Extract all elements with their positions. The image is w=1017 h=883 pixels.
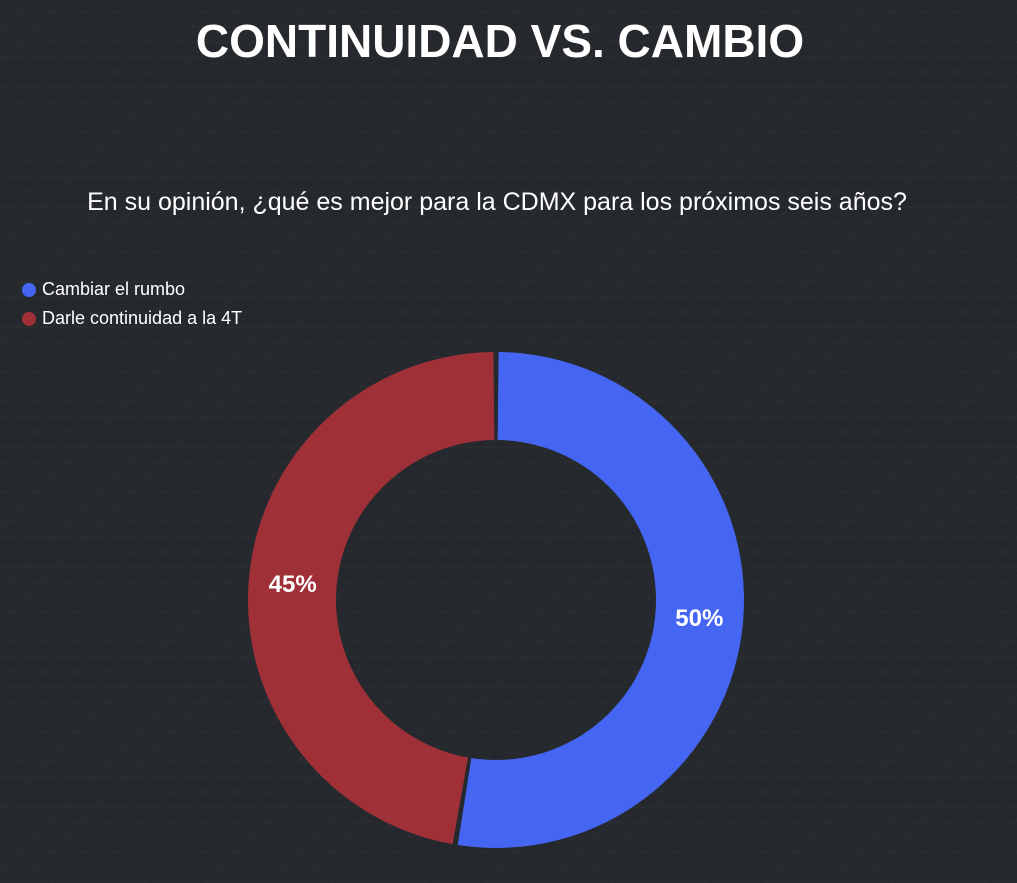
legend-swatch-cambiar [22,282,36,297]
legend-label-cambiar: Cambiar el rumbo [42,279,186,299]
legend-swatch-continuidad [22,311,36,326]
legend-item-continuidad[interactable]: Darle continuidad a la 4T [22,306,242,331]
chart-legend: Cambiar el rumbo Darle continuidad a la … [22,277,242,335]
slice-label-continuidad: 45% [269,571,317,598]
donut-slices [247,352,745,849]
slice-label-cambiar: 50% [675,605,723,632]
legend-item-cambiar[interactable]: Cambiar el rumbo [22,277,242,302]
chart-title: CONTINUIDAD VS. CAMBIO [195,15,805,67]
donut-labels: 50% 45% [269,571,724,632]
slice-cambiar[interactable] [457,352,745,849]
chart-subtitle: En su opinión, ¿qué es mejor para la CDM… [87,188,907,216]
slice-continuidad[interactable] [247,352,495,845]
legend-label-continuidad: Darle continuidad a la 4T [42,308,243,328]
